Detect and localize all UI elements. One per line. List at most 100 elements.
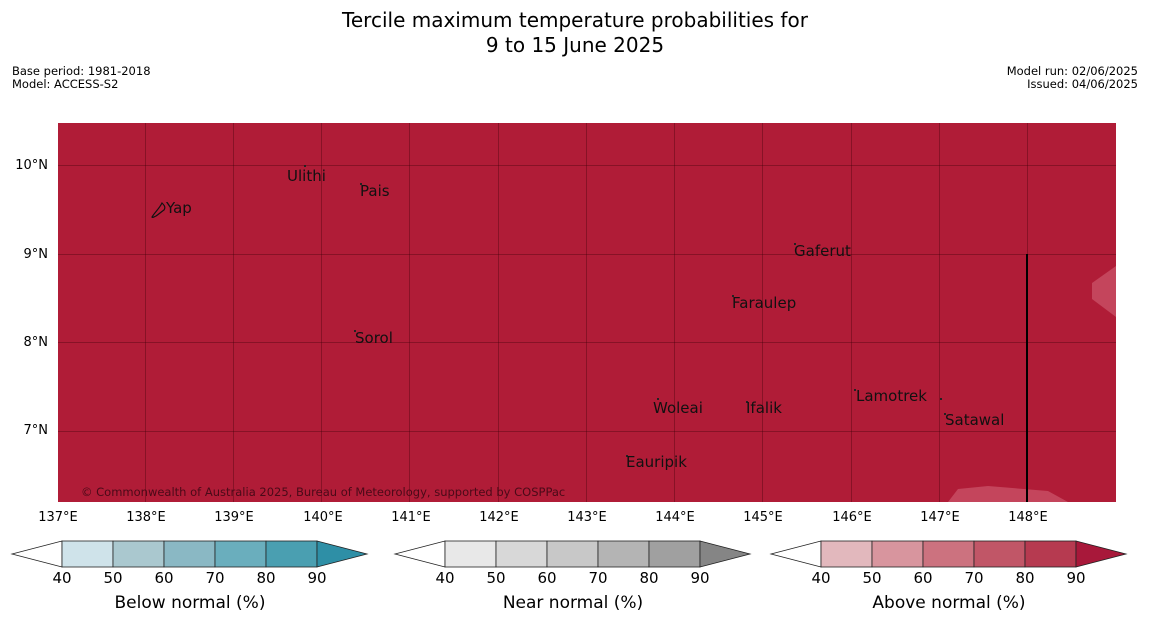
probability-shading — [151, 201, 1116, 502]
colorbar-tick-label: 60 — [913, 569, 933, 587]
shade-patch-south — [948, 486, 1068, 502]
colorbar-tick-label: 70 — [588, 569, 608, 587]
colorbar-segment — [922, 540, 975, 568]
place-faraulep: Faraulep — [732, 294, 797, 312]
place-satawal: Satawal — [945, 411, 1005, 429]
issued-text: Issued: 04/06/2025 — [1027, 77, 1138, 91]
lon-label-140e: 140°E — [303, 510, 343, 525]
colorbar-extend-high — [1075, 540, 1128, 568]
gridline-9n — [58, 254, 1116, 255]
place-lamotrek: Lamotrek — [856, 387, 927, 405]
colorbar-label-near: Near normal (%) — [502, 593, 644, 613]
colorbar-segment — [871, 540, 924, 568]
colorbar-tick-label: 60 — [537, 569, 557, 587]
colorbar-tick-label: 80 — [1015, 569, 1035, 587]
gridline-138e — [145, 123, 146, 502]
colorbar-tick-label: 80 — [639, 569, 659, 587]
place-yap: Yap — [166, 199, 192, 217]
colorbar-tick-label: 50 — [103, 569, 123, 587]
colorbar-tick-label: 70 — [205, 569, 225, 587]
place-eauripik: Eauripik — [626, 453, 687, 471]
colorbar-tick-label: 40 — [52, 569, 72, 587]
colorbar-segment — [546, 540, 599, 568]
colorbar-segment — [214, 540, 267, 568]
chart-title: Tercile maximum temperature probabilitie… — [0, 8, 1150, 58]
lon-label-139e: 139°E — [214, 510, 254, 525]
colorbar-tick-label: 70 — [964, 569, 984, 587]
dot-ulithi — [304, 165, 306, 167]
dot-pais — [360, 183, 362, 185]
colorbar-label-below: Below normal (%) — [114, 593, 266, 613]
dot-sorol — [354, 330, 356, 332]
colorbar-extend-low — [393, 540, 446, 568]
colorbar-tick-label: 90 — [1066, 569, 1086, 587]
dot-faraulep — [732, 295, 734, 297]
colorbar-tick-label: 90 — [307, 569, 327, 587]
lon-label-142e: 142°E — [479, 510, 519, 525]
meta-right: Model run: 02/06/2025 Issued: 04/06/2025 — [1007, 65, 1138, 91]
gridline-147e — [939, 123, 940, 502]
lat-label-7n: 7°N — [23, 423, 49, 438]
colorbar-below-normal — [10, 540, 369, 568]
dateline-marker — [1026, 254, 1028, 502]
dot-lamotrek — [854, 389, 856, 391]
colorbar-segment — [61, 540, 114, 568]
colorbar-tick-label: 40 — [435, 569, 455, 587]
colorbar-above-normal — [769, 540, 1128, 568]
colorbar-tick-label: 90 — [690, 569, 710, 587]
lon-label-148e: 148°E — [1008, 510, 1048, 525]
gridline-146e — [851, 123, 852, 502]
title-line-1: Tercile maximum temperature probabilitie… — [342, 8, 808, 32]
dot-gaferut — [794, 243, 796, 245]
gridline-8n — [58, 342, 1116, 343]
lon-label-143e: 143°E — [567, 510, 607, 525]
gridline-139e — [233, 123, 234, 502]
gridline-144e — [674, 123, 675, 502]
gridline-141e — [409, 123, 410, 502]
colorbar-segment — [444, 540, 497, 568]
colorbar-tick-label: 40 — [811, 569, 831, 587]
colorbar-segment — [597, 540, 650, 568]
gridline-143e — [586, 123, 587, 502]
place-woleai: Woleai — [653, 399, 703, 417]
yap-island-shape — [151, 201, 166, 219]
place-ulithi: Ulithi — [287, 167, 326, 185]
model-run-text: Model run: 02/06/2025 — [1006, 64, 1138, 78]
colorbar-tick-label: 50 — [486, 569, 506, 587]
colorbar-tick-label: 80 — [256, 569, 276, 587]
lon-label-137e: 137°E — [38, 510, 78, 525]
colorbar-segment — [820, 540, 873, 568]
lat-label-9n: 9°N — [23, 247, 49, 262]
model-text: Model: ACCESS-S2 — [12, 77, 119, 91]
lon-label-138e: 138°E — [126, 510, 166, 525]
dot-woleai — [657, 398, 659, 400]
colorbar-near-normal — [393, 540, 752, 568]
lon-label-144e: 144°E — [655, 510, 695, 525]
title-line-2: 9 to 15 June 2025 — [485, 33, 665, 57]
gridline-7n — [58, 431, 1116, 432]
colorbar-segment — [648, 540, 701, 568]
colorbar-segment — [495, 540, 548, 568]
lon-label-146e: 146°E — [832, 510, 872, 525]
lon-label-145e: 145°E — [743, 510, 783, 525]
gridline-145e — [762, 123, 763, 502]
colorbar-extend-high — [316, 540, 369, 568]
dot-ifalik — [746, 401, 748, 403]
lon-label-147e: 147°E — [920, 510, 960, 525]
colorbar-segment — [163, 540, 216, 568]
dot-satawal — [944, 413, 946, 415]
meta-left: Base period: 1981-2018 Model: ACCESS-S2 — [12, 65, 151, 91]
lat-label-8n: 8°N — [23, 335, 49, 350]
map-area: Yap Ulithi Pais Gaferut Faraulep Sorol L… — [58, 123, 1116, 502]
place-ifalik: Ifalik — [746, 399, 782, 417]
dot-lamotrek-east — [940, 398, 942, 400]
colorbar-label-above: Above normal (%) — [872, 593, 1026, 613]
colorbar-tick-label: 60 — [154, 569, 174, 587]
base-period-text: Base period: 1981-2018 — [12, 64, 151, 78]
place-gaferut: Gaferut — [794, 242, 851, 260]
colorbar-extend-high — [699, 540, 752, 568]
copyright-text: © Commonwealth of Australia 2025, Bureau… — [81, 485, 566, 499]
colorbar-segment — [973, 540, 1026, 568]
lon-label-141e: 141°E — [391, 510, 431, 525]
colorbar-tick-label: 50 — [862, 569, 882, 587]
